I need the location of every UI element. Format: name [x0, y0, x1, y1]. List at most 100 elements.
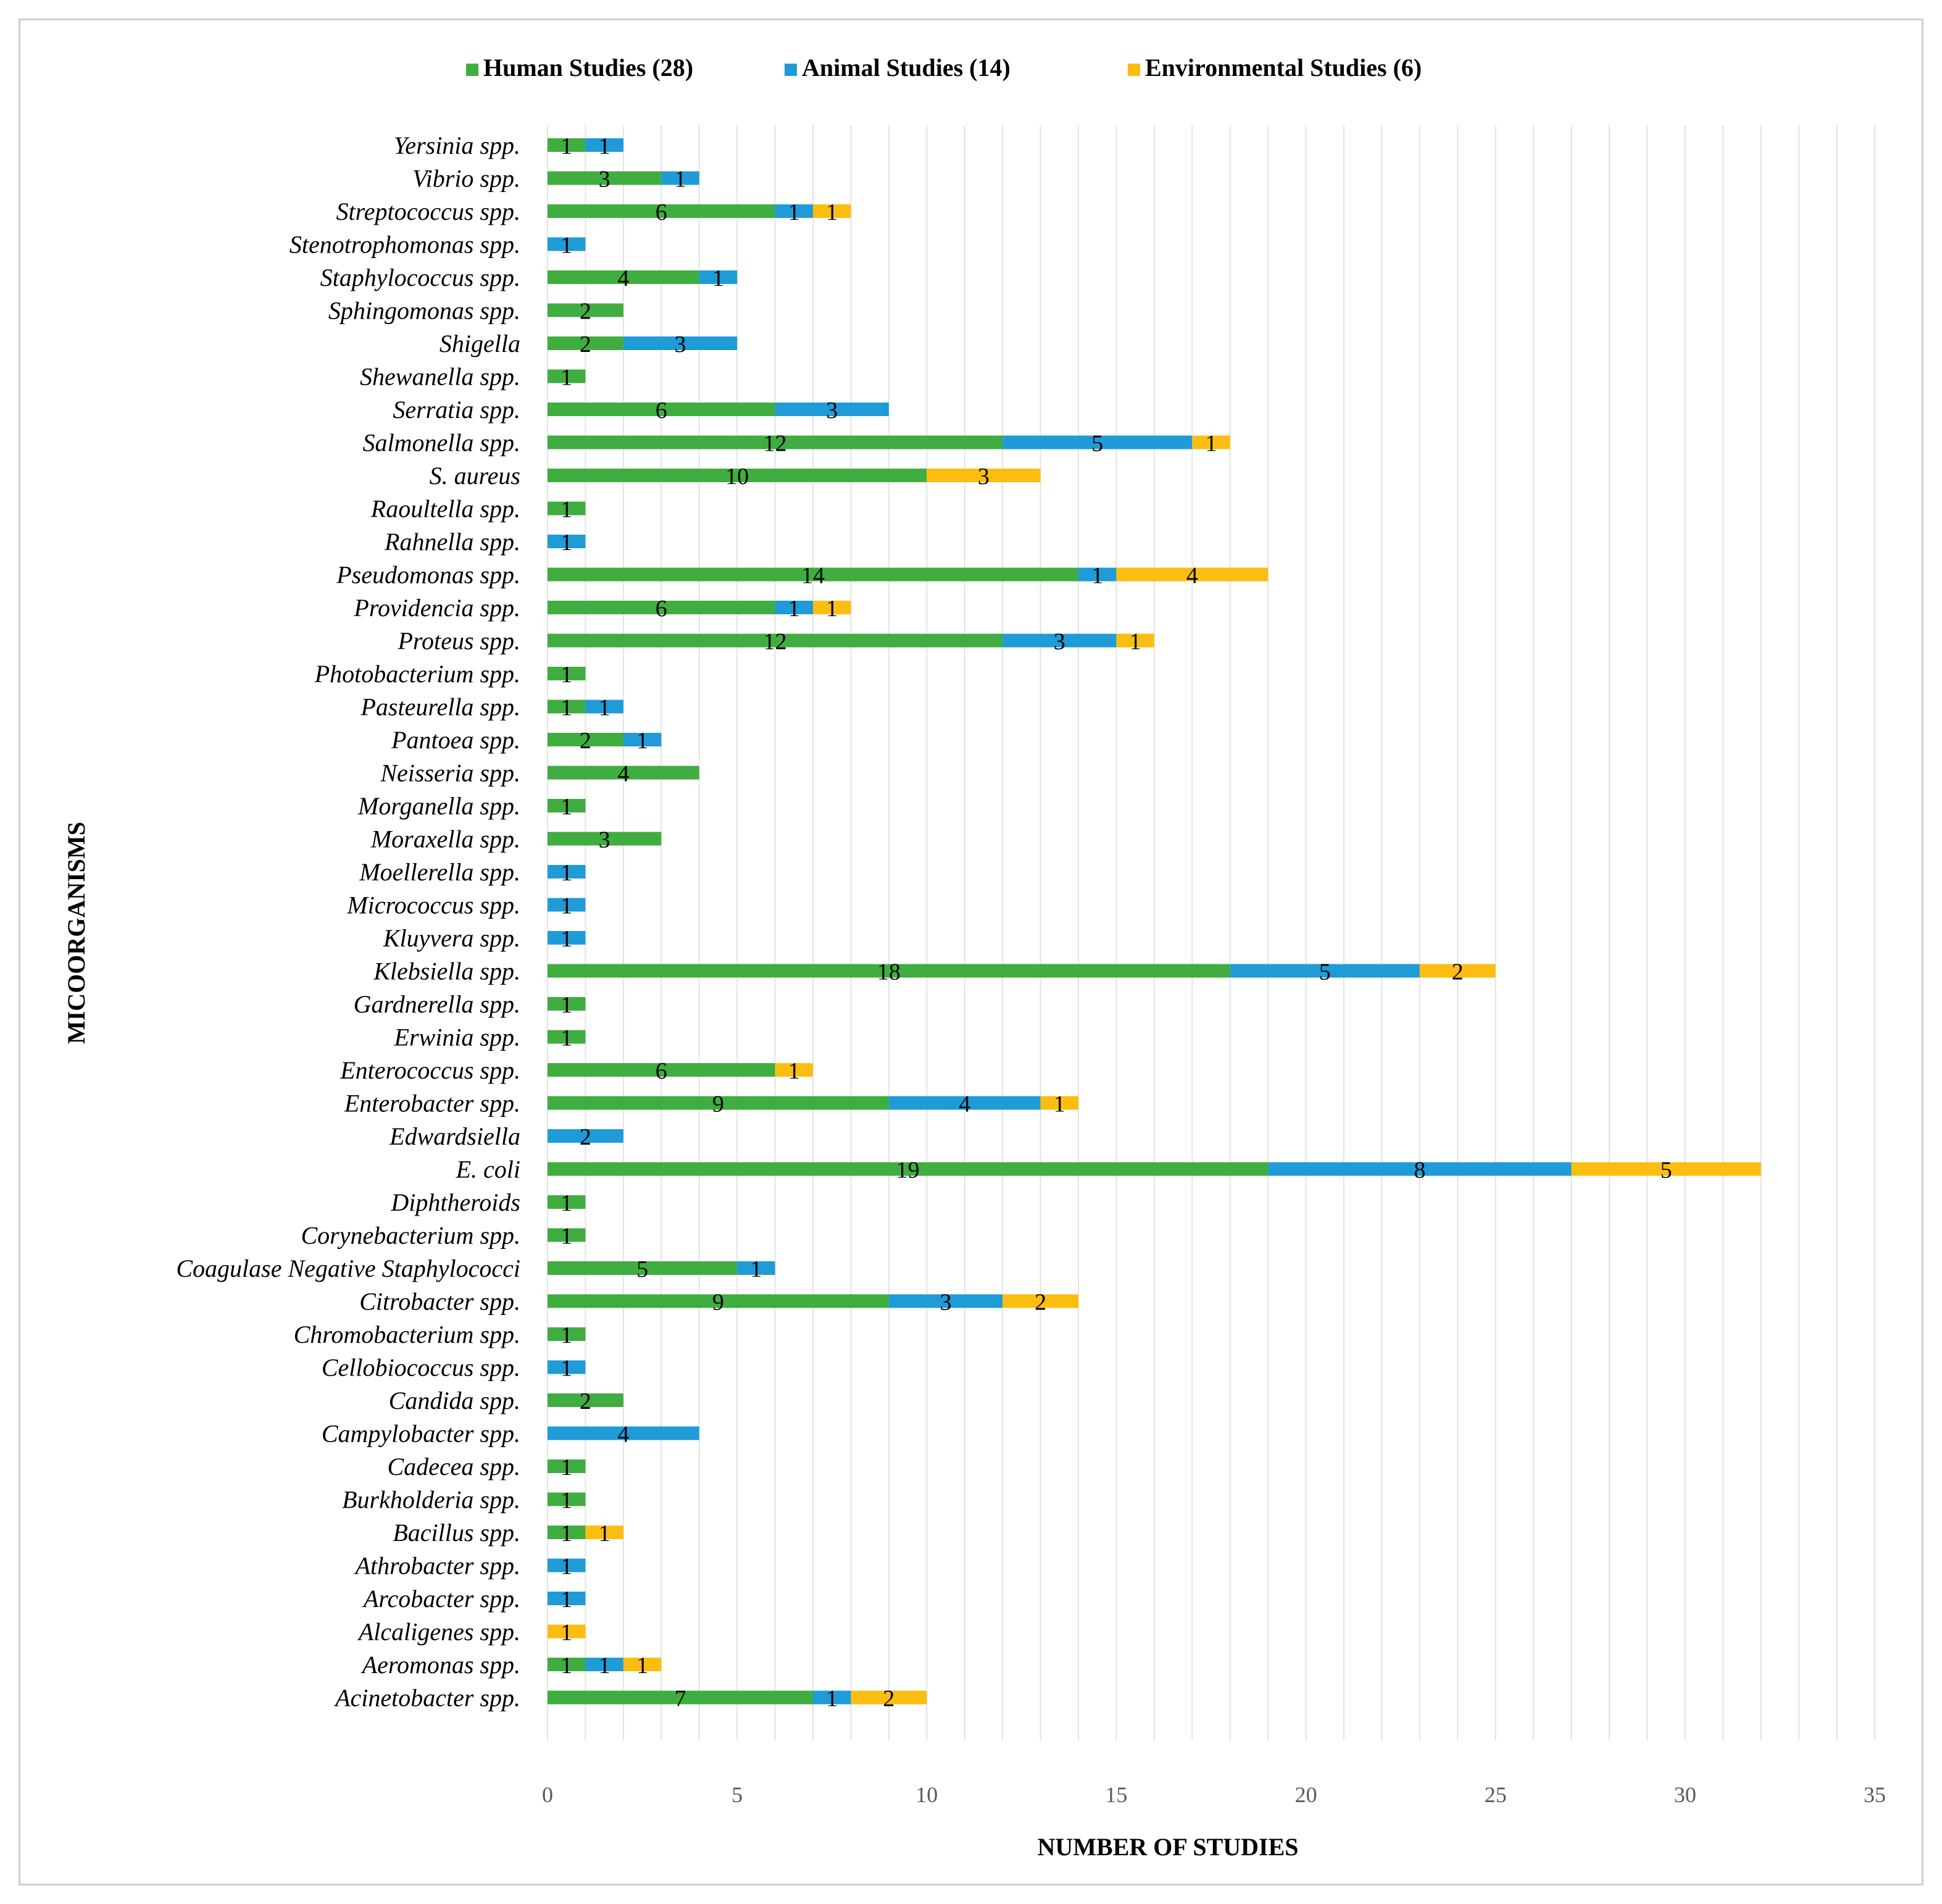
data-label: 2 [580, 1388, 591, 1414]
bar-segment [1571, 1162, 1761, 1176]
category-label: Burkholderia spp. [342, 1486, 520, 1514]
bar-segment [548, 204, 775, 218]
data-label: 1 [561, 530, 572, 556]
bar-segment [888, 1096, 1041, 1110]
bar-segment [548, 303, 623, 317]
data-label: 1 [561, 1587, 572, 1613]
data-label: 1 [636, 1653, 648, 1679]
bar-segment [548, 403, 775, 416]
data-label: 1 [561, 497, 572, 523]
category-label: Chromobacterium spp. [294, 1321, 520, 1348]
data-label: 2 [580, 728, 591, 754]
data-label: 3 [1054, 629, 1065, 655]
x-tick-labels: 0 5 10 15 20 25 30 35 [542, 1782, 1886, 1807]
data-label: 3 [826, 398, 838, 424]
bar-segment [548, 1492, 586, 1506]
bar-segment [548, 1558, 586, 1572]
category-label: Acinetobacter spp. [333, 1684, 520, 1712]
category-label: Coagulase Negative Staphylococci [176, 1255, 520, 1282]
bars [548, 138, 1761, 1705]
category-label: Enterobacter spp. [344, 1090, 520, 1117]
data-label: 1 [561, 1190, 572, 1216]
data-label: 1 [561, 695, 572, 721]
bar-segment [548, 336, 623, 350]
bar-segment [548, 601, 775, 614]
data-label: 2 [1035, 1290, 1046, 1316]
category-label: Shewanella spp. [360, 363, 520, 391]
bar-segment [1419, 964, 1496, 978]
category-label: Rahnella spp. [384, 528, 520, 556]
category-label: Bacillus spp. [393, 1519, 520, 1547]
category-label: Stenotrophomonas spp. [290, 231, 520, 259]
bar-segment [548, 1426, 699, 1440]
data-label: 5 [1319, 959, 1331, 985]
bar-segment [775, 601, 813, 614]
bar-segment [548, 964, 1230, 978]
data-label: 1 [561, 992, 572, 1018]
data-label: 1 [561, 1620, 572, 1646]
chart-frame: Human Studies (28) Animal Studies (14) Env… [19, 19, 1923, 1885]
data-label: 3 [599, 167, 611, 193]
bar-segment [548, 1294, 889, 1308]
data-label: 1 [1130, 629, 1141, 655]
x-tick-label: 0 [542, 1782, 553, 1807]
bar-segment [548, 633, 1003, 648]
data-label: 5 [1091, 431, 1103, 457]
bar-segment [548, 567, 1078, 582]
bar-segment [548, 1162, 1269, 1176]
category-label: E. coli [456, 1156, 520, 1184]
category-label: Vibrio spp. [412, 165, 520, 193]
bar-segment [1078, 567, 1117, 582]
category-label: Salmonella spp. [362, 429, 520, 457]
category-label: Citrobacter spp. [359, 1288, 520, 1316]
bar-segment [548, 1030, 586, 1044]
y-axis-title: MICOORGANISMS [62, 822, 90, 1044]
category-label: Erwinia spp. [394, 1024, 520, 1051]
bar-segment [775, 204, 813, 218]
category-label: Neisseria spp. [380, 759, 520, 787]
bar-segment [548, 369, 586, 383]
category-label: Cadecea spp. [387, 1453, 520, 1480]
category-label: Staphylococcus spp. [320, 264, 520, 291]
x-tick-label: 5 [731, 1782, 743, 1807]
category-label: Alcaligenes spp. [357, 1618, 520, 1646]
bar-segment [1230, 964, 1420, 978]
data-label: 2 [1452, 959, 1464, 985]
bar-segment [548, 1658, 586, 1671]
category-label: Pseudomonas spp. [336, 561, 520, 589]
bar-segment [775, 1063, 813, 1077]
x-tick-label: 35 [1864, 1782, 1886, 1807]
bar-segment [623, 733, 662, 746]
bar-segment [585, 1526, 623, 1539]
category-label: Kluyvera spp. [383, 924, 520, 952]
data-label: 1 [561, 1521, 572, 1547]
data-label: 1 [1206, 431, 1217, 457]
category-label: Raoultella spp. [370, 495, 520, 523]
data-label: 1 [561, 926, 572, 952]
data-label: 4 [959, 1092, 970, 1117]
category-label: Klebsiella spp. [373, 958, 520, 985]
category-label: Yersinia spp. [394, 132, 520, 159]
data-label: 1 [750, 1256, 762, 1282]
bar-segment [548, 501, 586, 516]
bar-segment [851, 1690, 927, 1705]
legend-swatch [785, 64, 797, 76]
data-label: 2 [883, 1686, 894, 1712]
gridlines [547, 125, 1875, 1740]
bar-segment [585, 138, 623, 152]
data-label: 4 [617, 1422, 629, 1448]
category-label: Streptococcus spp. [336, 198, 520, 225]
bar-segment [1116, 633, 1154, 648]
x-tick-label: 30 [1674, 1782, 1696, 1807]
bar-segment [585, 699, 623, 714]
data-label: 1 [826, 1686, 838, 1712]
data-label: 1 [788, 199, 800, 225]
bar-segment [548, 898, 586, 912]
data-label: 2 [580, 1124, 591, 1150]
category-label: Serratia spp. [393, 396, 520, 424]
bar-segment [548, 1459, 586, 1473]
legend-label: Human Studies (28) [483, 54, 693, 81]
category-labels: Yersinia spp. Vibrio spp. Streptococcus sp… [176, 132, 520, 1712]
bar-segment [548, 997, 586, 1011]
